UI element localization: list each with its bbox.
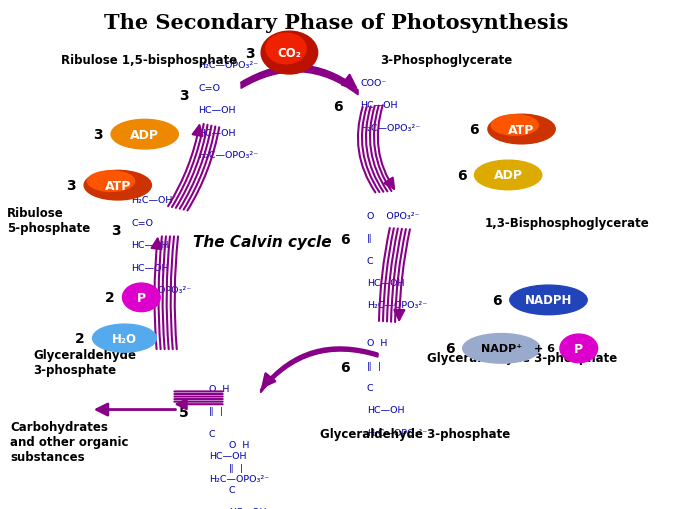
Text: HC—OH: HC—OH — [367, 406, 404, 415]
Ellipse shape — [111, 120, 178, 150]
Text: ATP: ATP — [104, 179, 131, 192]
Text: ‖  |: ‖ | — [367, 361, 381, 370]
Text: HC—OH: HC—OH — [199, 106, 236, 115]
Text: The Secondary Phase of Photosynthesis: The Secondary Phase of Photosynthesis — [104, 13, 569, 33]
Text: C: C — [209, 429, 215, 438]
Circle shape — [122, 284, 160, 312]
Text: Ribulose
5-phosphate: Ribulose 5-phosphate — [7, 206, 90, 234]
Text: HC—OH: HC—OH — [360, 101, 398, 110]
Text: 1,3-Bisphosphoglycerate: 1,3-Bisphosphoglycerate — [485, 216, 649, 229]
Text: Ribulose 1,5-bisphosphate: Ribulose 1,5-bisphosphate — [61, 53, 237, 66]
Text: Glyceraldehyde 3-phosphate: Glyceraldehyde 3-phosphate — [427, 351, 618, 364]
Circle shape — [261, 32, 318, 75]
Text: Carbohydrates
and other organic
substances: Carbohydrates and other organic substanc… — [10, 420, 129, 463]
Text: O  H: O H — [367, 338, 387, 348]
Ellipse shape — [510, 286, 587, 315]
Text: ATP: ATP — [508, 123, 535, 136]
Text: H₂C—OPO₃²⁻: H₂C—OPO₃²⁻ — [199, 151, 259, 160]
Text: H₂C—OPO₃²⁻: H₂C—OPO₃²⁻ — [131, 286, 192, 295]
Ellipse shape — [87, 172, 135, 192]
Text: P: P — [574, 342, 583, 355]
Text: 6: 6 — [445, 342, 454, 356]
Text: C: C — [367, 383, 374, 392]
Text: HC—OH: HC—OH — [209, 451, 246, 461]
Ellipse shape — [488, 115, 555, 145]
Text: H₂O: H₂O — [112, 332, 137, 345]
Text: HC—OH: HC—OH — [367, 278, 404, 288]
Text: 3-Phosphoglycerate: 3-Phosphoglycerate — [380, 53, 513, 66]
Text: H₂C—OPO₃²⁻: H₂C—OPO₃²⁻ — [209, 474, 269, 483]
Text: COO⁻: COO⁻ — [360, 79, 386, 88]
Ellipse shape — [84, 171, 151, 201]
Text: ‖  |: ‖ | — [209, 407, 223, 416]
Text: O  H: O H — [209, 384, 229, 393]
Text: HC—OH: HC—OH — [131, 263, 169, 272]
Text: O  H: O H — [229, 440, 249, 449]
Ellipse shape — [474, 161, 542, 190]
Circle shape — [266, 34, 306, 65]
Text: C: C — [367, 256, 374, 265]
Text: NADPH: NADPH — [525, 294, 572, 307]
Text: H₂C—OPO₃²⁻: H₂C—OPO₃²⁻ — [367, 428, 427, 437]
Text: H₂C—OPO₃²⁻: H₂C—OPO₃²⁻ — [367, 301, 427, 310]
Text: 6: 6 — [492, 293, 501, 307]
Circle shape — [560, 334, 598, 363]
Text: C=O: C=O — [199, 83, 221, 93]
Text: C=O: C=O — [131, 218, 153, 228]
Text: ADP: ADP — [493, 169, 523, 182]
Ellipse shape — [463, 334, 540, 363]
Text: The Calvin cycle: The Calvin cycle — [193, 234, 332, 249]
Text: 6: 6 — [341, 360, 350, 374]
Text: 3: 3 — [66, 179, 75, 193]
Text: 6: 6 — [334, 100, 343, 114]
Text: NADP⁺: NADP⁺ — [481, 344, 522, 354]
Text: + 6: + 6 — [534, 344, 555, 354]
Text: 6: 6 — [341, 233, 350, 246]
Text: Glyceraldehyde 3-phosphate: Glyceraldehyde 3-phosphate — [320, 428, 510, 440]
Text: H₂C—OPO₃²⁻: H₂C—OPO₃²⁻ — [199, 61, 259, 70]
Text: P: P — [137, 291, 146, 304]
Text: O    OPO₃²⁻: O OPO₃²⁻ — [367, 211, 419, 220]
Text: 5: 5 — [179, 406, 188, 419]
Text: CO₂: CO₂ — [277, 47, 302, 60]
Text: HC—OH: HC—OH — [199, 128, 236, 137]
Text: H₂C—OPO₃²⁻: H₂C—OPO₃²⁻ — [360, 124, 421, 133]
Text: C: C — [229, 485, 236, 494]
Text: ADP: ADP — [130, 128, 160, 142]
Text: ‖: ‖ — [367, 234, 371, 243]
Ellipse shape — [92, 325, 156, 352]
Text: 2: 2 — [105, 291, 114, 305]
Text: ‖  |: ‖ | — [229, 463, 243, 472]
Text: 6: 6 — [457, 168, 466, 183]
Ellipse shape — [491, 116, 538, 136]
Text: 3: 3 — [179, 89, 188, 103]
Text: 6: 6 — [470, 123, 479, 137]
Text: H₂C—OH: H₂C—OH — [131, 196, 172, 205]
Text: 3: 3 — [112, 224, 121, 238]
Text: 3: 3 — [245, 46, 254, 61]
Text: Glyceraldehyde
3-phosphate: Glyceraldehyde 3-phosphate — [34, 349, 137, 377]
Text: HC—OH: HC—OH — [131, 241, 169, 250]
Text: 3: 3 — [94, 128, 103, 142]
Text: HC—OH: HC—OH — [229, 507, 267, 509]
Text: 2: 2 — [75, 331, 85, 346]
